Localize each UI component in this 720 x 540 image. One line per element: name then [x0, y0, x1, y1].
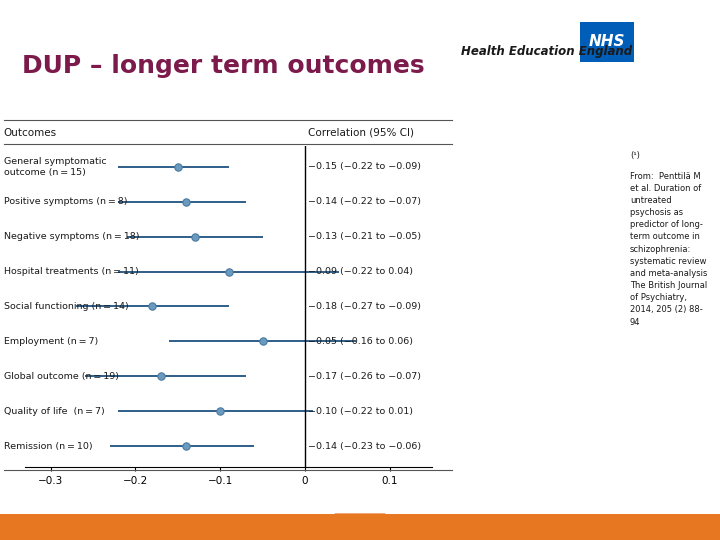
Point: [189, 232, 200, 241]
Text: NHS: NHS: [588, 35, 625, 49]
Point: [223, 267, 235, 276]
Text: Correlation (95% CI): Correlation (95% CI): [308, 128, 415, 138]
Text: −0.18 (−0.27 to −0.09): −0.18 (−0.27 to −0.09): [308, 302, 421, 311]
Text: −0.15 (−0.22 to −0.09): −0.15 (−0.22 to −0.09): [308, 162, 421, 171]
Text: −0.14 (−0.23 to −0.06): −0.14 (−0.23 to −0.06): [308, 442, 422, 451]
Text: DUP – longer term outcomes: DUP – longer term outcomes: [22, 55, 424, 78]
Text: Health Education England: Health Education England: [461, 45, 632, 58]
Text: Social functioning (n = 14): Social functioning (n = 14): [4, 302, 128, 311]
Text: From:  Penttilä M
et al. Duration of
untreated
psychosis as
predictor of long-
t: From: Penttilä M et al. Duration of untr…: [630, 172, 707, 327]
Point: [215, 407, 226, 416]
Polygon shape: [335, 514, 385, 540]
Text: −0.17 (−0.26 to −0.07): −0.17 (−0.26 to −0.07): [308, 372, 421, 381]
Text: Global outcome (n = 19): Global outcome (n = 19): [4, 372, 119, 381]
Point: [172, 163, 184, 171]
Point: [155, 372, 166, 381]
Text: Positive symptoms (n = 8): Positive symptoms (n = 8): [4, 197, 127, 206]
Text: Remission (n = 10): Remission (n = 10): [4, 442, 92, 451]
Text: Outcomes: Outcomes: [4, 128, 57, 138]
Text: Hospital treatments (n = 11): Hospital treatments (n = 11): [4, 267, 138, 276]
Text: Employment (n = 7): Employment (n = 7): [4, 337, 98, 346]
Text: −0.10 (−0.22 to 0.01): −0.10 (−0.22 to 0.01): [308, 407, 413, 416]
Text: Negative symptoms (n = 18): Negative symptoms (n = 18): [4, 232, 139, 241]
Text: −0.13 (−0.21 to −0.05): −0.13 (−0.21 to −0.05): [308, 232, 422, 241]
Point: [181, 197, 192, 206]
Point: [147, 302, 158, 311]
Text: General symptomatic
outcome (n = 15): General symptomatic outcome (n = 15): [4, 157, 107, 177]
Text: −0.14 (−0.22 to −0.07): −0.14 (−0.22 to −0.07): [308, 197, 421, 206]
Point: [181, 442, 192, 450]
Text: (¹): (¹): [630, 151, 640, 160]
Point: [257, 337, 269, 346]
Text: Quality of life  (n = 7): Quality of life (n = 7): [4, 407, 104, 416]
Text: −0.05 (−0.16 to 0.06): −0.05 (−0.16 to 0.06): [308, 337, 413, 346]
Text: −0.09 (−0.22 to 0.04): −0.09 (−0.22 to 0.04): [308, 267, 413, 276]
